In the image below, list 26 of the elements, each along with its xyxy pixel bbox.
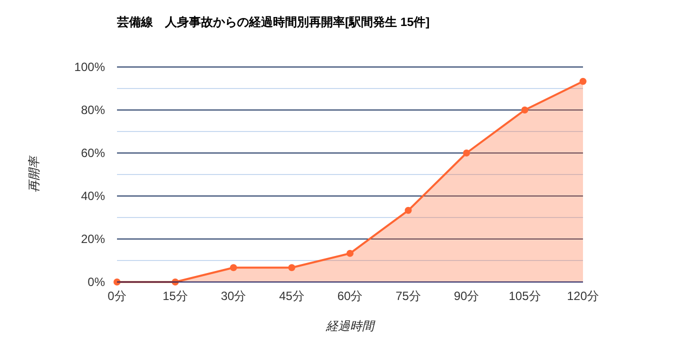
point — [521, 106, 528, 114]
x-tick-label: 105分 — [508, 289, 541, 303]
point — [288, 264, 296, 272]
point — [230, 264, 237, 272]
x-tick-label: 0分 — [108, 289, 126, 303]
x-tick-label: 60分 — [337, 289, 363, 303]
point — [404, 206, 412, 214]
point — [580, 78, 586, 85]
x-tick-label: 75分 — [396, 289, 421, 303]
x-tick-label: 90分 — [454, 289, 480, 303]
point — [346, 250, 354, 257]
y-tick-label: 100% — [74, 60, 106, 74]
y-tick-label: 80% — [80, 103, 106, 117]
x-tick-label: 30分 — [220, 289, 246, 303]
point — [114, 278, 120, 286]
y-axis-title: 再開率 — [27, 154, 41, 192]
x-axis-title: 経過時間 — [325, 319, 376, 333]
y-tick-label: 20% — [80, 232, 106, 246]
x-tick-label: 45分 — [279, 289, 304, 303]
x-tick-label: 120分 — [566, 289, 600, 303]
y-tick-label: 0% — [88, 275, 106, 289]
x-tick-label: 15分 — [162, 289, 188, 303]
point — [463, 150, 470, 156]
y-tick-label: 60% — [80, 146, 106, 160]
chart-title: 芸備線 人身事故からの経過時間別再開率[駅間発生 15件] — [116, 15, 430, 29]
y-tick-label: 40% — [80, 189, 106, 203]
